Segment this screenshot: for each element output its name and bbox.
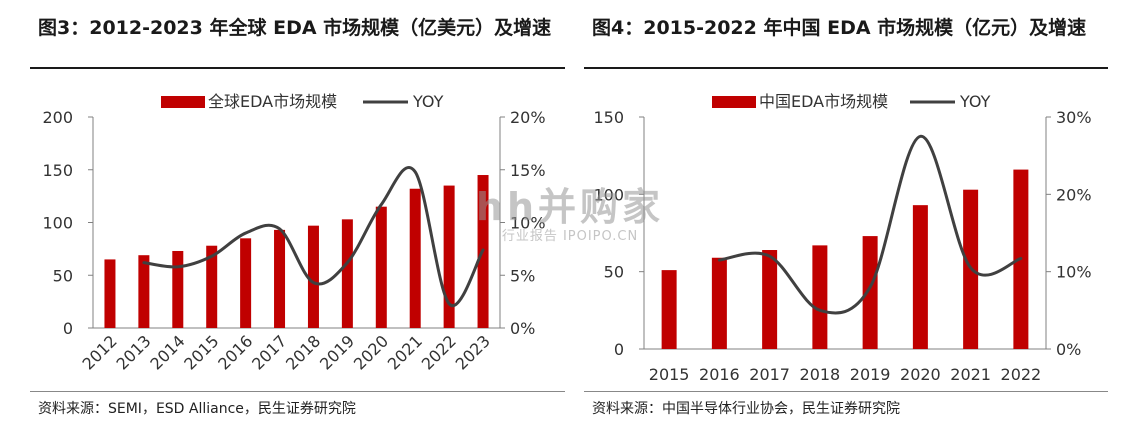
x-tick-label: 2019 [316, 331, 358, 373]
x-tick-label: 2022 [418, 331, 460, 373]
x-tick-label: 2013 [112, 331, 154, 373]
y-right-tick-label: 20% [510, 108, 546, 127]
y-right-tick-label: 10% [1056, 263, 1092, 282]
china-eda-chart: 0 50 100 150 0% 10% 20% 30% 2015 2016 2017 2018 2019… [593, 92, 1092, 384]
x-tick-label: 2022 [1001, 365, 1042, 384]
x-tick-label: 2012 [79, 331, 121, 373]
x-tick-label: 2016 [699, 365, 740, 384]
legend-label-line: YOY [959, 92, 991, 111]
panel-title: 图4：2015-2022 年中国 EDA 市场规模（亿元）及增速 [592, 17, 1087, 39]
chart-panel-china: 图4：2015-2022 年中国 EDA 市场规模（亿元）及增速 0 50 100 1… [584, 0, 1108, 448]
footer-divider [584, 391, 1108, 392]
x-tick-label: 2016 [214, 331, 256, 373]
bar [375, 206, 387, 328]
title-divider [584, 67, 1108, 69]
legend-label-bar: 全球EDA市场规模 [208, 92, 337, 111]
global-eda-chart: 0501001502000%5%10%15%20%201220132014201… [42, 92, 546, 374]
x-tick-label: 2021 [384, 331, 426, 373]
bar [172, 250, 184, 328]
bar [912, 205, 928, 349]
y-right-tick-label: 10% [510, 214, 546, 233]
bar [409, 188, 421, 328]
title-divider [30, 67, 565, 69]
y-right-tick-label: 0% [1056, 340, 1081, 359]
bar [138, 255, 150, 328]
bar [206, 245, 218, 328]
x-tick-label: 2020 [900, 365, 941, 384]
bar [443, 185, 455, 328]
source-note: 资料来源：SEMI，ESD Alliance，民生证券研究院 [38, 401, 356, 417]
bar [240, 238, 252, 328]
x-tick-label: 2017 [749, 365, 790, 384]
bar [104, 259, 116, 328]
y-left-tick-label: 150 [42, 161, 73, 180]
y-left-tick-label: 150 [593, 108, 624, 127]
source-note: 资料来源：中国半导体行业协会，民生证券研究院 [592, 401, 900, 417]
y-right-tick-label: 15% [510, 161, 546, 180]
y-left-tick-label: 50 [53, 266, 73, 285]
y-left-tick-label: 0 [614, 340, 624, 359]
x-tick-label: 2015 [649, 365, 690, 384]
bar [307, 225, 319, 328]
x-tick-label: 2021 [950, 365, 991, 384]
x-tick-label: 2017 [248, 331, 290, 373]
bar [661, 270, 677, 349]
bar [711, 257, 727, 349]
y-left-tick-label: 200 [42, 108, 73, 127]
bar [274, 229, 286, 328]
y-left-tick-label: 0 [63, 319, 73, 338]
legend-label-line: YOY [412, 92, 444, 111]
x-tick-label: 2020 [350, 331, 392, 373]
chart-panel-global: 图3：2012-2023 年全球 EDA 市场规模（亿美元）及增速 0 50 100… [30, 0, 565, 448]
footer-divider [30, 391, 565, 392]
x-tick-label: 2018 [800, 365, 841, 384]
y-right-tick-label: 0% [510, 319, 535, 338]
x-tick-label: 2018 [282, 331, 324, 373]
y-right-tick-label: 30% [1056, 108, 1092, 127]
legend-swatch-bar [712, 96, 756, 108]
x-tick-label: 2014 [146, 331, 188, 373]
x-tick-label: 2023 [452, 331, 494, 373]
legend-swatch-bar [161, 96, 205, 108]
panel-title: 图3：2012-2023 年全球 EDA 市场规模（亿美元）及增速 [38, 17, 552, 39]
y-right-tick-label: 20% [1056, 185, 1092, 204]
x-tick-label: 2015 [180, 331, 222, 373]
y-left-tick-label: 100 [593, 185, 624, 204]
bar [862, 236, 878, 349]
x-tick-label: 2019 [850, 365, 891, 384]
bar [341, 219, 353, 328]
y-right-tick-label: 5% [510, 266, 535, 285]
y-left-tick-label: 100 [42, 214, 73, 233]
bar [812, 245, 828, 349]
yoy-line [142, 166, 485, 308]
yoy-line [717, 134, 1023, 315]
legend-label-bar: 中国EDA市场规模 [759, 92, 888, 111]
y-left-tick-label: 50 [604, 263, 624, 282]
bar [762, 250, 778, 349]
